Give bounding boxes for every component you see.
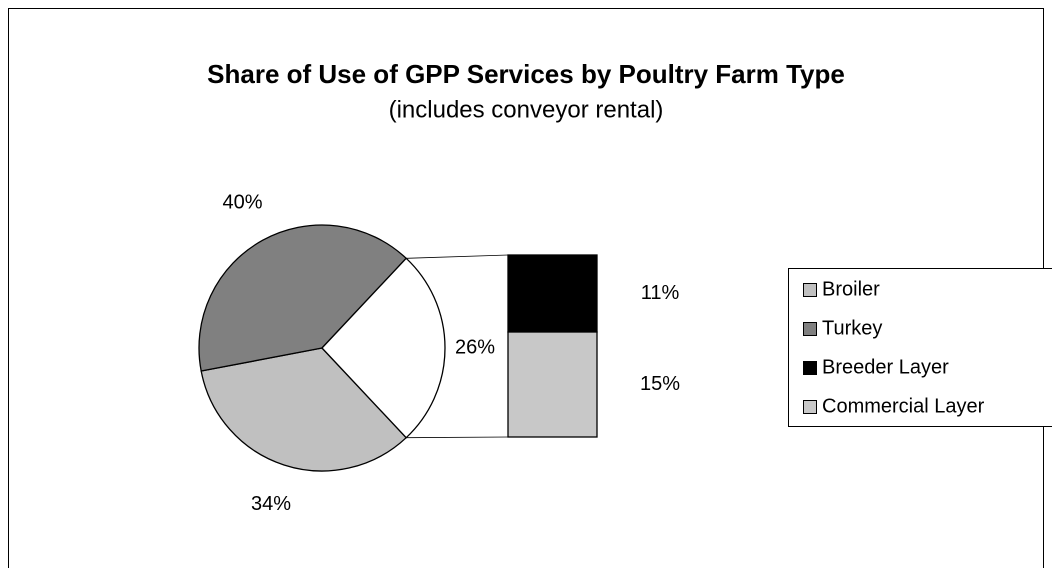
- legend-label: Turkey: [822, 317, 882, 339]
- chart-subtitle: (includes conveyor rental): [389, 96, 664, 123]
- data-label: 34%: [251, 493, 291, 515]
- connector-line: [406, 254, 509, 259]
- data-label: 40%: [222, 192, 262, 214]
- bar-segment: [507, 254, 598, 333]
- legend-label: Broiler: [822, 278, 880, 300]
- legend-box: [788, 268, 1052, 427]
- data-label: 11%: [641, 282, 680, 304]
- data-label: 15%: [640, 373, 680, 395]
- pie-slice: [321, 257, 446, 439]
- legend-label: Breeder Layer: [822, 356, 949, 378]
- legend-swatch: [803, 322, 817, 336]
- connector-line: [406, 436, 509, 439]
- legend-swatch: [803, 400, 817, 414]
- pie-slice: [198, 224, 408, 372]
- chart-title: Share of Use of GPP Services by Poultry …: [207, 59, 845, 89]
- legend-label: Commercial Layer: [822, 395, 985, 417]
- legend-swatch: [803, 361, 817, 375]
- data-label: 26%: [455, 336, 495, 358]
- legend-swatch: [803, 283, 817, 297]
- bar-segment: [507, 331, 598, 438]
- pie-slice: [200, 347, 408, 472]
